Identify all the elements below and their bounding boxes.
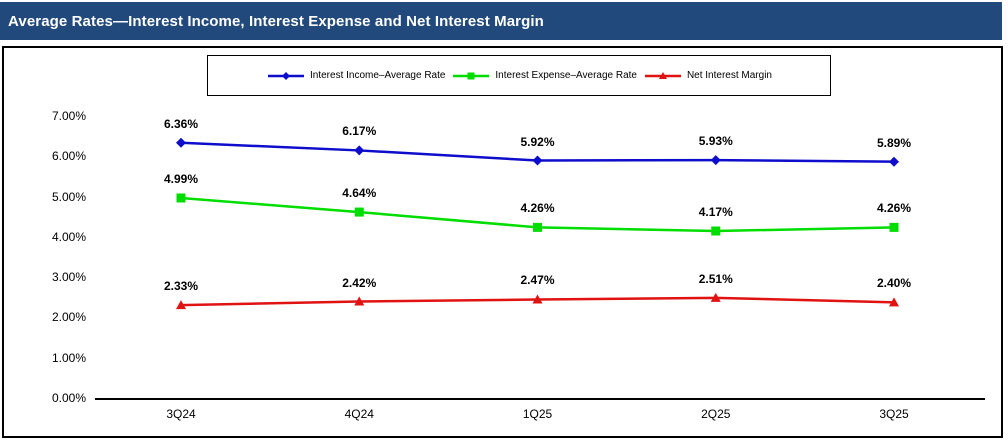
data-label: 4.64% <box>342 186 377 201</box>
data-label: 6.17% <box>342 124 377 139</box>
data-label: 5.93% <box>698 134 733 149</box>
legend-label: Interest Income–Average Rate <box>310 70 446 81</box>
x-axis-tick-label: 3Q24 <box>166 407 196 421</box>
data-label: 2.42% <box>342 275 377 290</box>
data-label: 4.17% <box>698 205 733 219</box>
x-axis-tick-label: 4Q24 <box>344 407 374 421</box>
y-axis-tick-label: 4.00% <box>51 229 86 244</box>
y-axis-tick-label: 5.00% <box>51 189 86 204</box>
data-label: 4.26% <box>876 201 912 216</box>
legend-entry: Interest Income–Average Rate <box>268 70 445 82</box>
data-label: 5.89% <box>876 135 912 150</box>
y-axis-tick-label: 6.00% <box>51 149 86 164</box>
chart-title-bar: Average Rates—Interest Income, Interest … <box>0 2 1002 40</box>
y-axis-tick-label: 0.00% <box>51 391 86 405</box>
legend-marker-icon <box>644 71 681 79</box>
data-point-marker <box>467 72 475 79</box>
legend-label: Net Interest Margin <box>686 70 772 81</box>
data-label: 6.36% <box>163 116 199 131</box>
data-label: 4.26% <box>520 201 555 216</box>
legend-marker-icon <box>268 71 304 80</box>
chart-legend: Interest Income–Average Rate Interest Exp… <box>207 55 831 96</box>
chart-plot-frame <box>2 46 1003 438</box>
data-label: 2.51% <box>698 271 733 286</box>
y-axis-tick-label: 3.00% <box>51 270 86 285</box>
x-axis-tick-label: 1Q25 <box>522 407 553 421</box>
y-axis-tick-label: 2.00% <box>51 310 86 325</box>
data-label: 2.47% <box>520 273 555 288</box>
data-label: 5.92% <box>520 134 555 149</box>
data-label: 2.33% <box>163 279 199 294</box>
data-label: 4.99% <box>163 171 199 186</box>
chart-title: Average Rates—Interest Income, Interest … <box>8 12 544 30</box>
legend-label: Interest Expense–Average Rate <box>495 70 637 81</box>
legend-entry: Net Interest Margin <box>644 70 772 82</box>
y-axis-tick-label: 7.00% <box>51 109 86 123</box>
x-axis-tick-label: 3Q25 <box>879 407 909 421</box>
data-point-marker <box>658 71 667 79</box>
data-point-marker <box>282 71 290 80</box>
data-label: 2.40% <box>876 276 912 291</box>
y-axis-tick-label: 1.00% <box>51 350 86 365</box>
x-axis-tick-label: 2Q25 <box>701 407 731 421</box>
legend-entry: Interest Expense–Average Rate <box>453 70 637 82</box>
x-axis-line <box>95 398 985 400</box>
legend-marker-icon <box>453 72 490 79</box>
